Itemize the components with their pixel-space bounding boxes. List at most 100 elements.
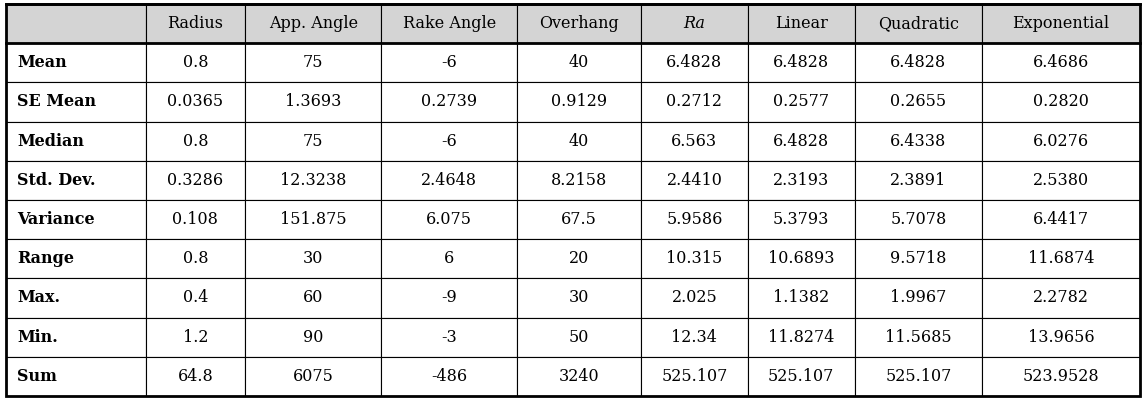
Text: 0.0365: 0.0365 [167,94,223,110]
Bar [517,357,641,396]
Text: Max.: Max. [17,290,61,306]
Text: -9: -9 [441,290,457,306]
Text: SE Mean: SE Mean [17,94,96,110]
Text: 0.8: 0.8 [182,250,209,267]
Text: 3240: 3240 [559,368,599,385]
Bar [748,318,855,357]
Bar [517,318,641,357]
Bar [382,239,517,278]
Text: 6075: 6075 [292,368,333,385]
Bar [748,200,855,239]
Text: 6.4828: 6.4828 [666,54,722,71]
Text: 6: 6 [444,250,454,267]
Bar [245,239,382,278]
Text: 0.4: 0.4 [182,290,209,306]
Bar [245,4,382,43]
Text: 75: 75 [303,54,323,71]
Text: 525.107: 525.107 [885,368,951,385]
Bar [6,278,146,318]
Bar [748,161,855,200]
Text: 0.2577: 0.2577 [774,94,830,110]
Text: Sum: Sum [17,368,57,385]
Text: Variance: Variance [17,211,95,228]
Text: 6.4828: 6.4828 [774,133,830,150]
Text: 13.9656: 13.9656 [1028,329,1094,346]
Bar [382,278,517,318]
Text: 525.107: 525.107 [768,368,834,385]
Bar [146,4,245,43]
Bar [6,82,146,122]
Text: 67.5: 67.5 [562,211,597,228]
Bar [245,82,382,122]
Text: 11.8274: 11.8274 [768,329,834,346]
Text: 12.34: 12.34 [672,329,717,346]
Text: 0.2820: 0.2820 [1034,94,1089,110]
Text: 6.563: 6.563 [672,133,717,150]
Text: 0.2739: 0.2739 [421,94,477,110]
Text: Overhang: Overhang [540,15,619,32]
Bar [382,43,517,82]
Bar [982,4,1140,43]
Bar [6,43,146,82]
Bar [855,318,982,357]
Bar [982,43,1140,82]
Text: Radius: Radius [167,15,223,32]
Bar [748,278,855,318]
Bar [517,4,641,43]
Bar [517,239,641,278]
Bar [641,200,748,239]
Bar [517,161,641,200]
Text: 60: 60 [303,290,323,306]
Text: -486: -486 [431,368,468,385]
Bar [382,122,517,161]
Text: 90: 90 [303,329,323,346]
Text: Range: Range [17,250,74,267]
Bar [855,239,982,278]
Bar [748,82,855,122]
Bar [641,43,748,82]
Bar [982,122,1140,161]
Text: 0.8: 0.8 [182,133,209,150]
Bar [6,161,146,200]
Bar [982,318,1140,357]
Bar [245,278,382,318]
Bar [382,82,517,122]
Text: App. Angle: App. Angle [268,15,358,32]
Text: 2.2782: 2.2782 [1033,290,1089,306]
Bar [146,318,245,357]
Bar [982,161,1140,200]
Text: 6.075: 6.075 [426,211,472,228]
Text: 151.875: 151.875 [280,211,346,228]
Text: 30: 30 [303,250,323,267]
Text: 8.2158: 8.2158 [551,172,607,189]
Bar [982,357,1140,396]
Text: 75: 75 [303,133,323,150]
Text: Ra: Ra [683,15,705,32]
Text: 0.3286: 0.3286 [167,172,223,189]
Bar [517,200,641,239]
Bar [245,43,382,82]
Text: Mean: Mean [17,54,66,71]
Text: 525.107: 525.107 [661,368,728,385]
Text: 20: 20 [568,250,589,267]
Bar [517,43,641,82]
Bar [982,200,1140,239]
Text: 1.3693: 1.3693 [285,94,342,110]
Text: 9.5718: 9.5718 [890,250,947,267]
Bar [6,239,146,278]
Bar [641,278,748,318]
Bar [982,239,1140,278]
Text: 6.4828: 6.4828 [774,54,830,71]
Text: 11.6874: 11.6874 [1028,250,1094,267]
Bar [748,122,855,161]
Text: 6.4417: 6.4417 [1033,211,1089,228]
Bar [382,4,517,43]
Text: 0.9129: 0.9129 [551,94,607,110]
Bar [641,4,748,43]
Text: 12.3238: 12.3238 [280,172,346,189]
Bar [641,357,748,396]
Bar [6,122,146,161]
Bar [517,82,641,122]
Bar [982,82,1140,122]
Bar [982,278,1140,318]
